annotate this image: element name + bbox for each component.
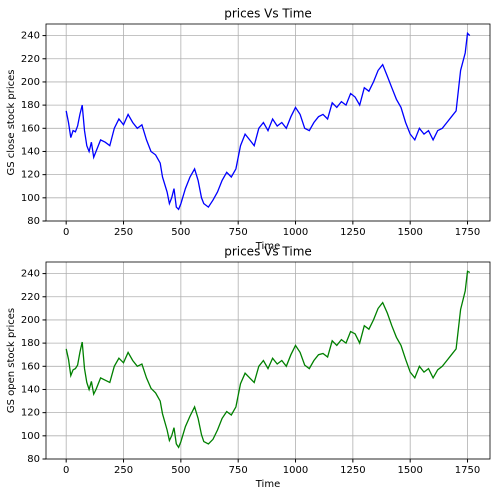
y-tick-label: 200 bbox=[21, 77, 40, 88]
chart-title: prices Vs Time bbox=[224, 7, 312, 21]
x-tick-label: 1250 bbox=[340, 227, 365, 238]
x-tick-label: 0 bbox=[63, 227, 69, 238]
y-tick-label: 160 bbox=[21, 361, 40, 372]
axes-frame bbox=[45, 261, 491, 460]
chart-title: prices Vs Time bbox=[224, 245, 312, 259]
y-tick-label: 160 bbox=[21, 123, 40, 134]
x-tick-label: 750 bbox=[229, 465, 248, 476]
y-tick-label: 180 bbox=[21, 100, 40, 111]
x-tick-label: 1750 bbox=[455, 465, 480, 476]
x-tick-label: 1750 bbox=[455, 227, 480, 238]
x-tick-label: 750 bbox=[229, 227, 248, 238]
y-tick-label: 80 bbox=[27, 216, 40, 227]
y-tick-label: 240 bbox=[21, 269, 40, 280]
y-tick-label: 140 bbox=[21, 146, 40, 157]
axes-frame bbox=[45, 23, 491, 222]
x-tick-label: 1000 bbox=[283, 465, 308, 476]
y-axis-label: GS open stock prices bbox=[6, 308, 17, 413]
y-tick-label: 180 bbox=[21, 338, 40, 349]
x-tick-label: 1500 bbox=[397, 465, 422, 476]
y-tick-label: 120 bbox=[21, 408, 40, 419]
x-tick-label: 500 bbox=[171, 227, 190, 238]
x-tick-label: 1250 bbox=[340, 465, 365, 476]
x-tick-label: 500 bbox=[171, 465, 190, 476]
x-tick-label: 250 bbox=[114, 465, 133, 476]
y-tick-label: 140 bbox=[21, 384, 40, 395]
y-axis-label: GS close stock prices bbox=[6, 69, 17, 175]
x-axis-label: Time bbox=[255, 241, 280, 252]
y-tick-label: 80 bbox=[27, 454, 40, 465]
x-tick-label: 1000 bbox=[283, 227, 308, 238]
y-tick-label: 100 bbox=[21, 431, 40, 442]
price-line bbox=[65, 31, 471, 211]
y-tick-label: 220 bbox=[21, 292, 40, 303]
x-tick-label: 1500 bbox=[397, 227, 422, 238]
y-tick-label: 100 bbox=[21, 193, 40, 204]
x-axis-label: Time bbox=[255, 479, 280, 490]
x-tick-label: 0 bbox=[63, 465, 69, 476]
y-tick-label: 200 bbox=[21, 315, 40, 326]
y-tick-label: 220 bbox=[21, 54, 40, 65]
y-tick-label: 240 bbox=[21, 31, 40, 42]
price-line bbox=[65, 270, 471, 449]
x-tick-label: 250 bbox=[114, 227, 133, 238]
y-tick-label: 120 bbox=[21, 170, 40, 181]
